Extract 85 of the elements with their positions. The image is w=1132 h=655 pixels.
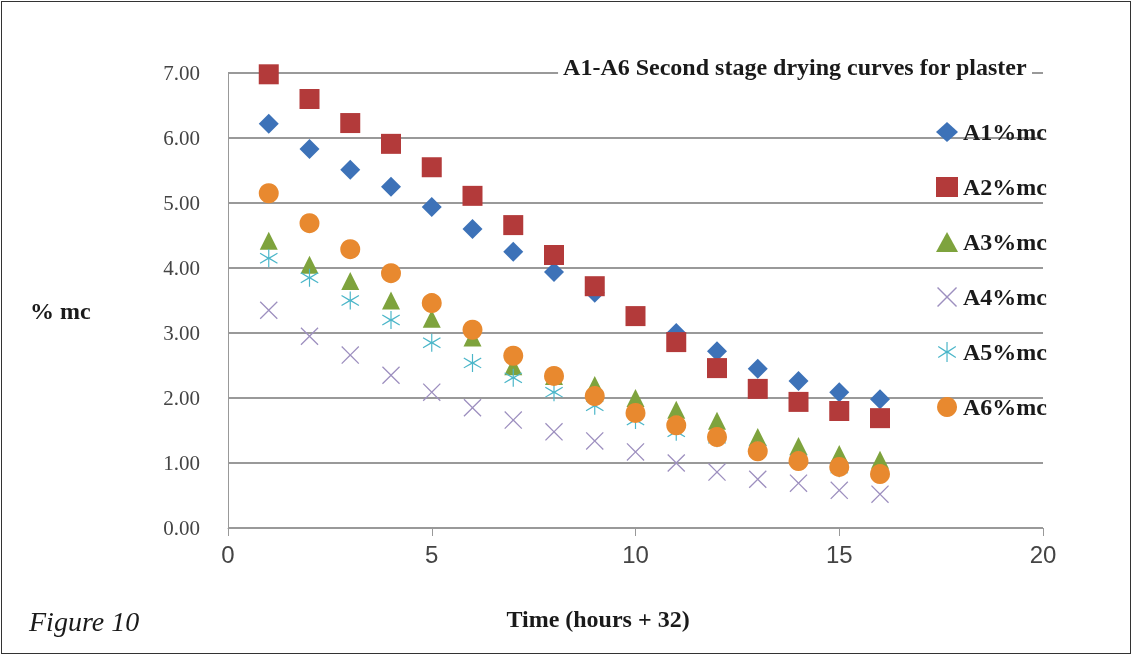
point [299,89,320,109]
point [707,358,727,379]
point [258,113,279,134]
x-tick-label: 0 [221,540,235,568]
point [871,485,889,504]
y-tick-label: 0.00 [163,516,200,540]
legend-label: A6%mc [963,394,1048,420]
point [300,327,319,346]
legend-label: A3%mc [963,229,1048,255]
legend-label: A2%mc [963,174,1048,200]
point [747,378,768,399]
point [299,139,320,160]
point [789,474,808,493]
point [381,133,401,154]
point [299,213,320,234]
chart-title: A1-A6 Second stage drying curves for plaster [563,54,1027,80]
point [381,263,401,284]
point [258,183,279,204]
point [584,276,605,297]
y-tick-label: 1.00 [163,451,200,475]
point [545,422,563,441]
point [503,241,524,262]
point [340,159,361,180]
y-axis-title: % mc [30,298,91,324]
point [666,332,687,353]
point [462,185,483,206]
point [463,353,482,372]
caption: Figure 10 [28,605,140,637]
point [788,371,809,392]
legend-label: A5%mc [963,339,1048,365]
x-tick-label: 15 [825,540,853,568]
point [382,291,400,310]
point [300,268,319,287]
point [870,464,890,485]
point [340,239,361,260]
legend-label: A1%mc [963,119,1048,145]
y-tick-label: 4.00 [163,256,200,280]
point [503,215,524,236]
point [870,408,890,429]
y-tick-label: 6.00 [163,126,200,150]
point [462,219,483,239]
point [382,311,400,329]
point [545,383,563,402]
point [422,333,441,352]
point [421,157,442,178]
y-tick-label: 2.00 [163,386,200,410]
y-tick-label: 7.00 [163,61,200,85]
point [870,389,890,410]
point [829,382,850,403]
point [544,245,564,265]
point [381,176,401,197]
point [259,249,278,268]
point [341,291,360,310]
legend-label: A4%mc [963,284,1048,310]
point [625,402,646,423]
point [585,431,604,450]
point [382,366,400,385]
point [667,454,686,472]
x-tick-label: 10 [622,540,649,568]
point [504,411,523,430]
point [625,306,646,327]
point [462,319,483,340]
point [503,345,524,366]
point [584,386,605,407]
point [258,64,279,85]
point [747,358,768,379]
point [341,272,360,290]
point [421,293,442,314]
point [259,231,278,250]
point [421,196,442,217]
point [788,391,809,412]
point [422,383,441,402]
point [300,255,319,274]
point [829,401,850,421]
point [463,398,482,417]
y-tick-label: 5.00 [163,191,200,215]
point [340,113,361,134]
point [666,415,687,436]
y-tick-label: 3.00 [163,321,200,345]
point [504,368,523,387]
point [626,442,645,461]
x-tick-label: 5 [425,540,439,568]
x-axis-title: Time (hours + 32) [506,606,690,632]
point [341,346,360,365]
x-tick-label: 20 [1029,540,1057,568]
